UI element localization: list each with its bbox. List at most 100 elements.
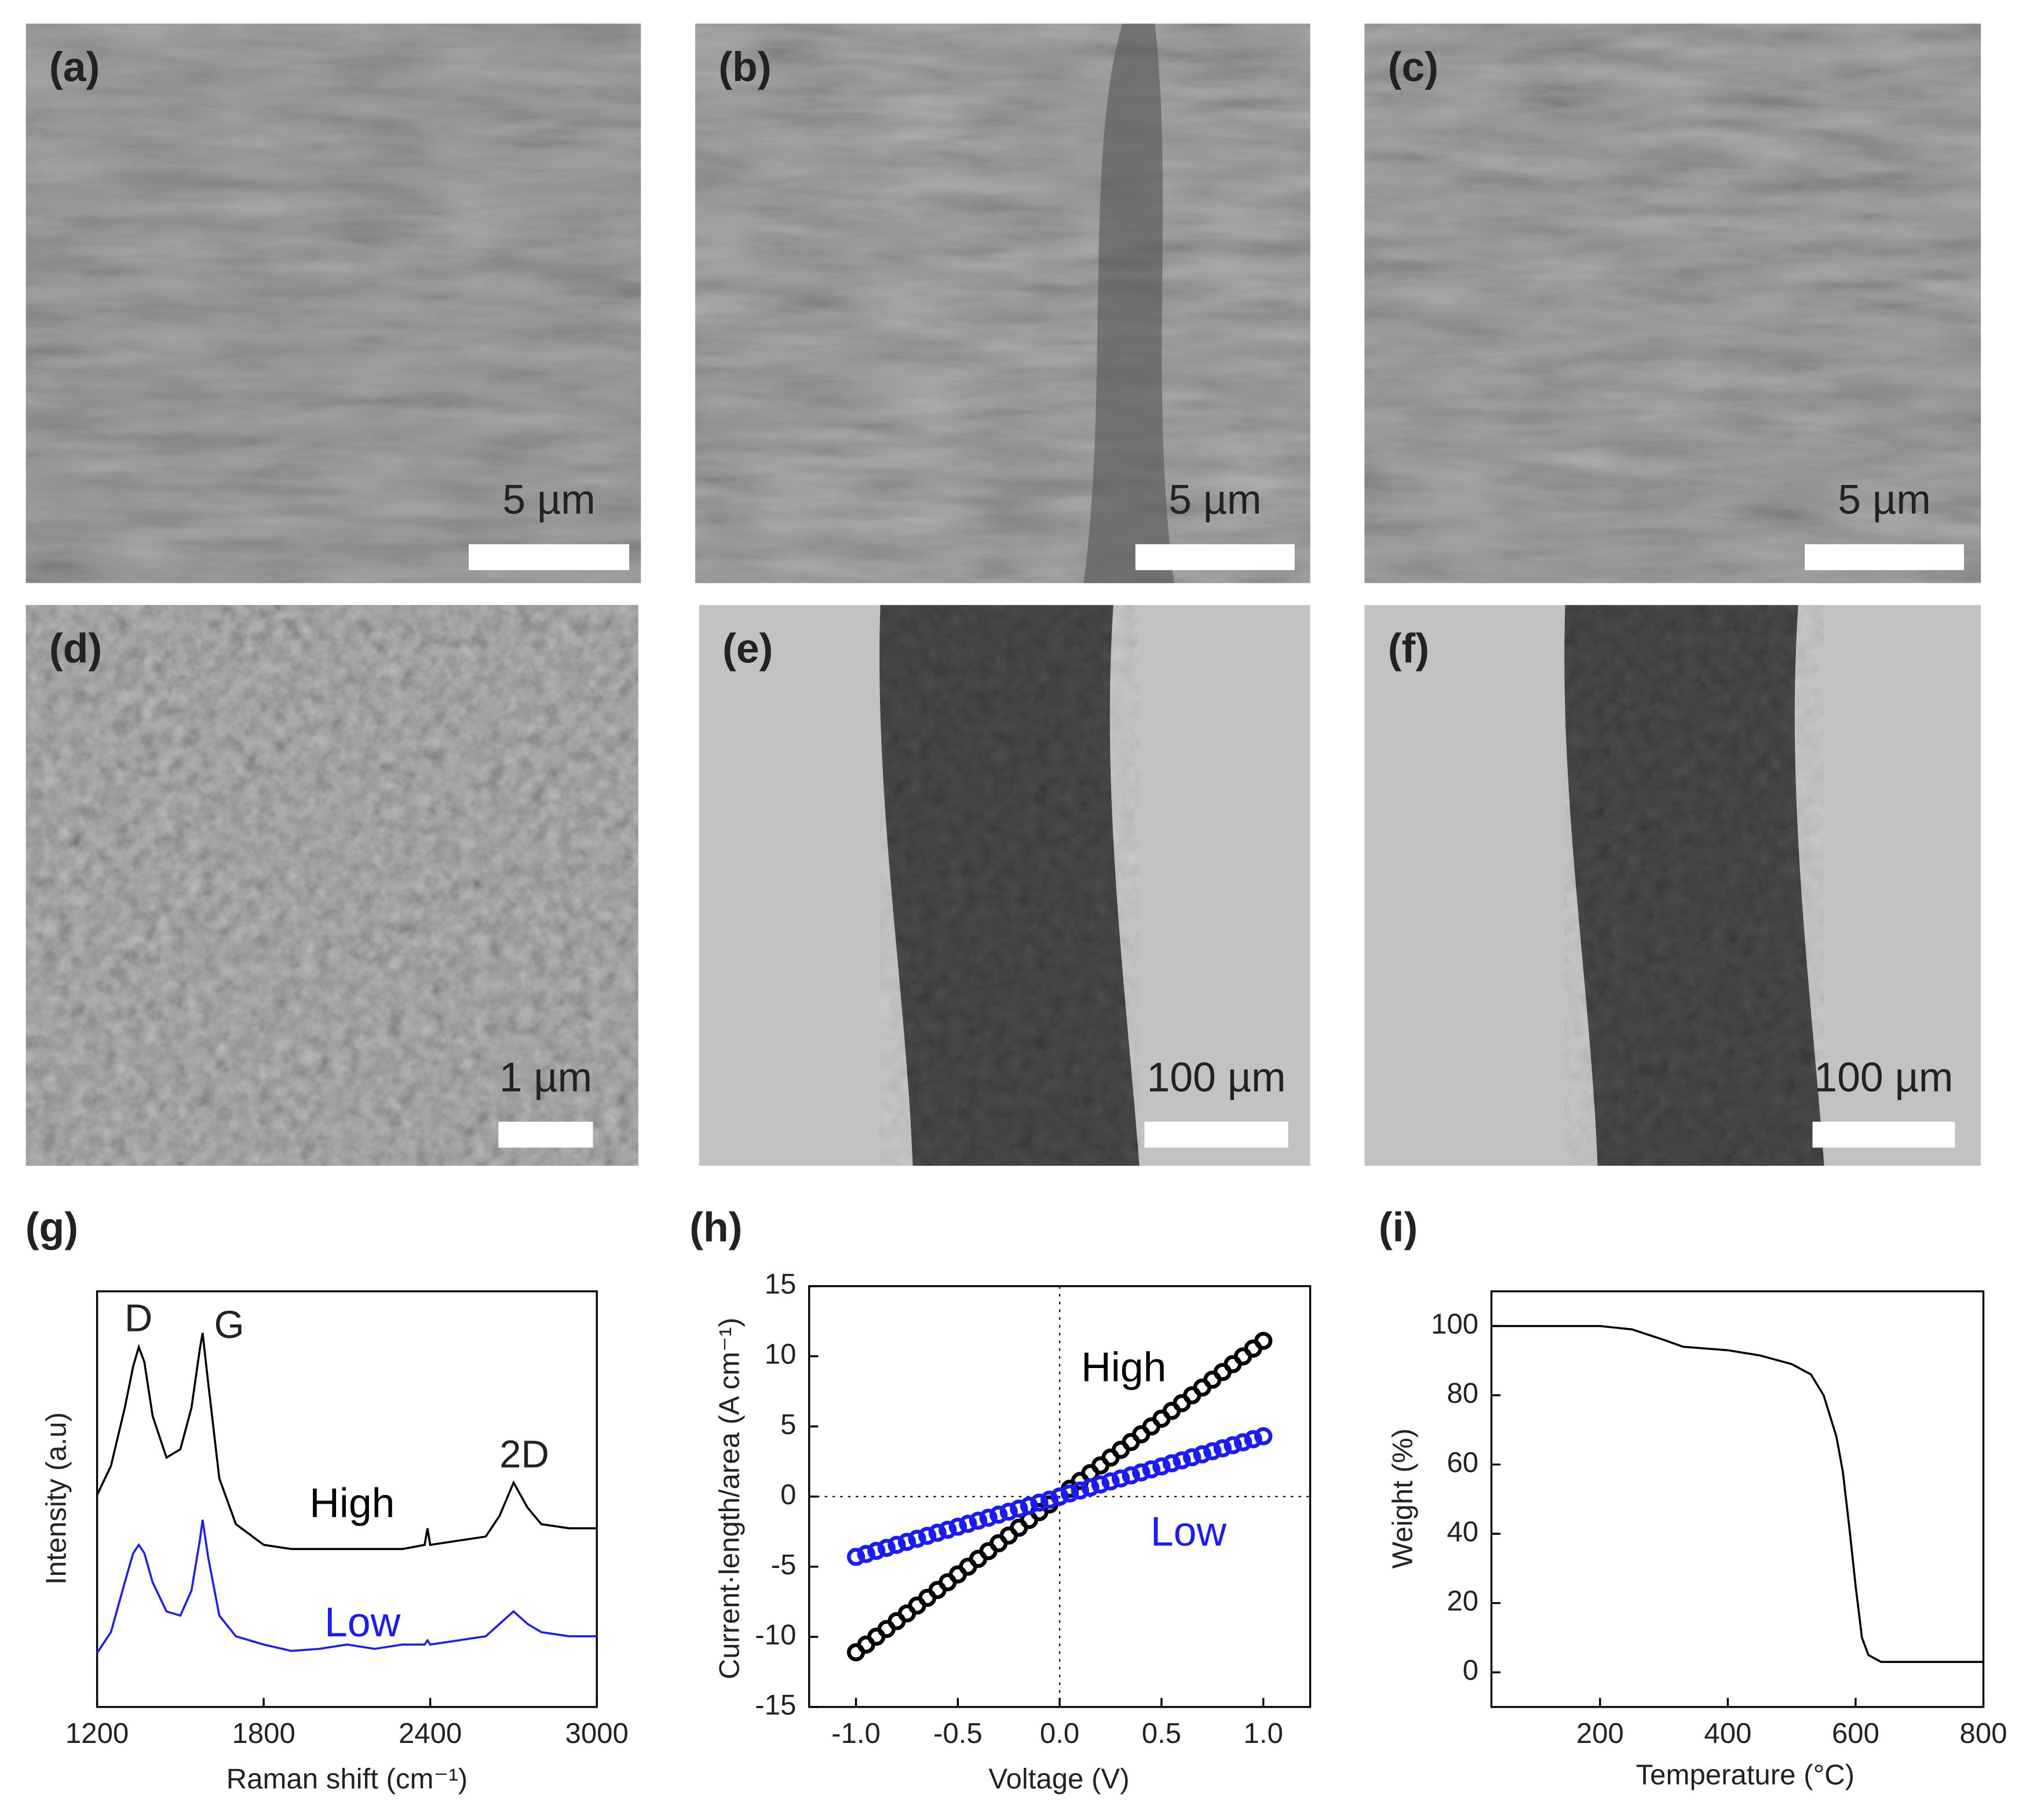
data-point xyxy=(1081,1478,1100,1497)
micrograph-texture xyxy=(25,605,638,1166)
y-tick-label: -5 xyxy=(771,1549,797,1581)
panel-label: (b) xyxy=(718,44,771,90)
scale-bar xyxy=(1812,1121,1955,1148)
data-point xyxy=(1111,1469,1130,1488)
scale-bar-label: 5 µm xyxy=(1838,477,1930,523)
scale-bar xyxy=(1135,544,1295,570)
data-point xyxy=(1101,1472,1120,1491)
data-point xyxy=(928,1523,947,1542)
y-tick-label: -10 xyxy=(755,1619,796,1651)
data-point xyxy=(1244,1430,1262,1449)
x-tick-label: 1800 xyxy=(232,1717,295,1749)
scale-bar xyxy=(1805,544,1965,570)
y-tick-label: 80 xyxy=(1447,1377,1478,1409)
data-point xyxy=(999,1502,1018,1521)
scale-bar xyxy=(1144,1121,1288,1148)
scale-bar-label: 100 µm xyxy=(1147,1054,1286,1100)
micrograph-texture xyxy=(695,23,1310,583)
annotation: D xyxy=(125,1297,152,1340)
data-point xyxy=(1193,1445,1211,1464)
data-point xyxy=(959,1515,977,1533)
y-tick-label: 40 xyxy=(1447,1516,1478,1548)
data-point xyxy=(918,1526,937,1545)
x-tick-label: 800 xyxy=(1960,1717,2007,1749)
panel-label: (a) xyxy=(49,44,100,90)
micrograph-texture xyxy=(1364,23,1981,583)
data-point xyxy=(1203,1442,1222,1461)
series-label: High xyxy=(1081,1344,1166,1391)
y-tick-label: 5 xyxy=(780,1409,796,1440)
panel-label: (g) xyxy=(25,1204,78,1250)
series-label: Low xyxy=(1151,1509,1227,1555)
data-point xyxy=(1010,1499,1028,1518)
scale-bar xyxy=(498,1121,593,1148)
data-point xyxy=(1224,1436,1242,1454)
data-point xyxy=(969,1511,988,1530)
series-label: Low xyxy=(324,1599,401,1646)
panel-label: (f) xyxy=(1388,626,1429,672)
data-point xyxy=(1122,1466,1140,1485)
x-axis-label: Voltage (V) xyxy=(988,1763,1129,1795)
data-point xyxy=(888,1535,906,1554)
scale-bar xyxy=(468,544,630,570)
data-point xyxy=(857,1545,875,1563)
y-tick-label: 100 xyxy=(1431,1308,1478,1340)
y-axis-label: Intensity (a.u) xyxy=(41,1412,72,1585)
x-tick-label: 2400 xyxy=(399,1717,462,1749)
scale-bar-label: 5 µm xyxy=(1169,477,1261,523)
series-label: High xyxy=(309,1480,395,1526)
y-tick-label: 15 xyxy=(765,1268,797,1300)
scale-bar-label: 1 µm xyxy=(499,1054,592,1100)
plot-frame xyxy=(1490,1290,1985,1708)
panel-label: (d) xyxy=(49,626,102,672)
data-point xyxy=(897,1533,917,1551)
y-tick-label: 20 xyxy=(1447,1585,1478,1617)
data-point xyxy=(1040,1490,1059,1509)
x-axis-label: Raman shift (cm⁻¹) xyxy=(227,1763,468,1795)
panel-label: (i) xyxy=(1379,1204,1418,1250)
x-tick-label: 200 xyxy=(1576,1717,1624,1749)
data-point xyxy=(1091,1475,1110,1494)
y-tick-label: 0 xyxy=(780,1479,796,1511)
data-point xyxy=(1071,1481,1089,1500)
x-tick-label: 0.0 xyxy=(1040,1717,1079,1749)
annotation: G xyxy=(214,1303,244,1347)
x-tick-label: 0.5 xyxy=(1142,1717,1181,1749)
data-line xyxy=(96,1333,597,1551)
fiber-gap xyxy=(1083,23,1174,583)
scale-bar-label: 100 µm xyxy=(1814,1054,1954,1100)
data-point xyxy=(1213,1439,1232,1458)
x-tick-label: -0.5 xyxy=(933,1717,983,1749)
x-tick-label: 400 xyxy=(1704,1717,1751,1749)
x-axis-label: Temperature (°C) xyxy=(1636,1759,1855,1791)
data-point xyxy=(867,1541,886,1560)
data-point xyxy=(908,1530,926,1548)
data-point xyxy=(979,1508,998,1527)
x-tick-label: 600 xyxy=(1832,1717,1879,1749)
fiber-texture xyxy=(1564,605,1824,1166)
plot-frame xyxy=(96,1290,598,1708)
data-point xyxy=(1254,1427,1273,1446)
data-point xyxy=(939,1520,957,1539)
panel-label: (c) xyxy=(1388,44,1438,90)
x-tick-label: 1.0 xyxy=(1243,1717,1283,1749)
micrograph-texture xyxy=(25,23,641,583)
x-tick-label: 1200 xyxy=(65,1717,129,1749)
data-line xyxy=(96,1519,597,1654)
scale-bar-label: 5 µm xyxy=(502,477,595,523)
data-point xyxy=(1050,1487,1069,1506)
data-point xyxy=(1020,1496,1039,1515)
panel-label: (h) xyxy=(689,1204,742,1250)
data-point xyxy=(1061,1484,1079,1503)
x-tick-label: -1.0 xyxy=(831,1717,881,1749)
panel-label: (e) xyxy=(722,626,773,672)
data-point xyxy=(1173,1451,1191,1469)
y-tick-label: 60 xyxy=(1447,1446,1478,1478)
data-point xyxy=(1162,1454,1181,1473)
x-tick-label: 3000 xyxy=(565,1717,629,1749)
data-point xyxy=(1132,1463,1151,1482)
data-point xyxy=(877,1538,896,1558)
y-axis-label: Current·length/area (A cm⁻¹) xyxy=(714,1318,746,1679)
data-point xyxy=(1254,1332,1273,1350)
